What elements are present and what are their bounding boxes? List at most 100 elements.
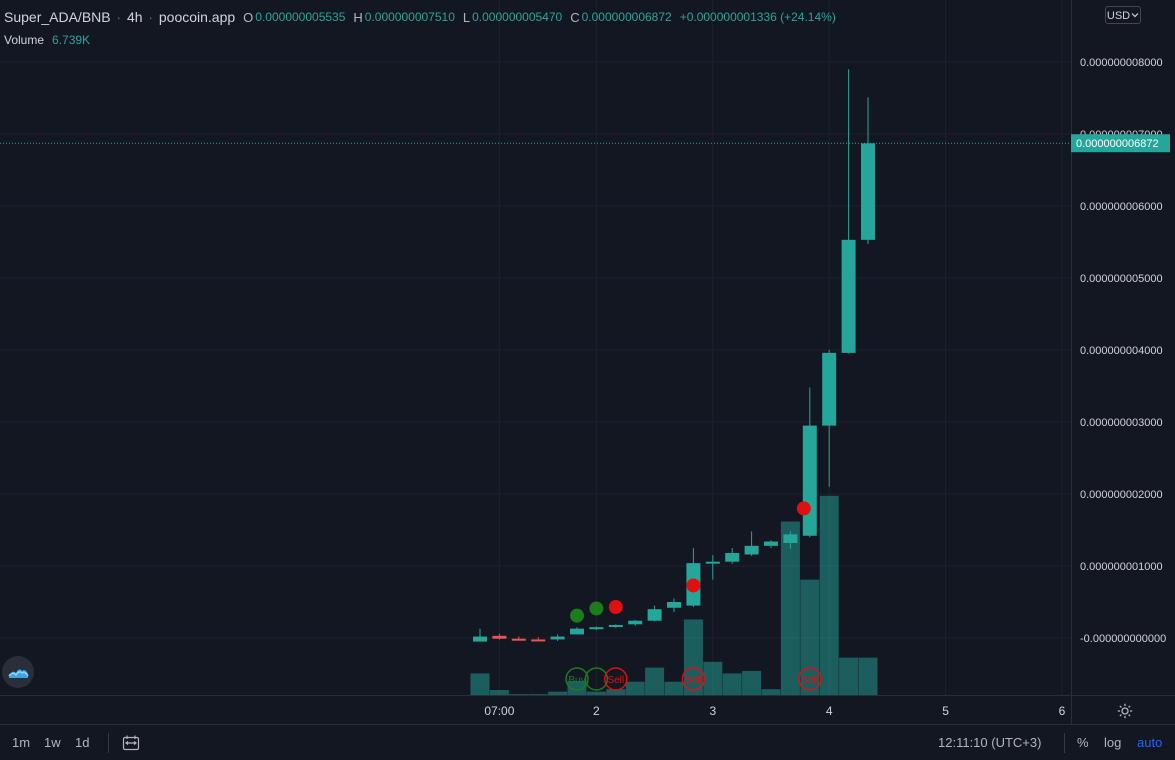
low-value: 0.000000005470 (472, 10, 563, 24)
buy-marker-label (584, 667, 609, 691)
candle (531, 637, 546, 642)
chevron-down-icon (1131, 13, 1139, 18)
timeframe-1m[interactable]: 1m (12, 735, 31, 750)
sell-label-text: Sell (685, 675, 702, 686)
high-value: 0.000000007510 (364, 10, 455, 24)
sell-label-text: Sell (607, 675, 624, 686)
open-value: 0.000000005535 (255, 10, 346, 24)
volume-bar (742, 670, 762, 695)
calendar-range-icon[interactable] (122, 735, 140, 751)
volume-bar (528, 694, 548, 695)
candle-body (511, 638, 526, 641)
price-tick-label: 0.000000002000 (1080, 489, 1163, 501)
candle (822, 350, 837, 487)
auto-toggle[interactable]: auto (1137, 735, 1163, 750)
candle-body (608, 625, 623, 628)
candle (511, 636, 526, 641)
timeframe-1w[interactable]: 1w (44, 735, 61, 750)
sell-marker (796, 501, 811, 516)
settings-icon[interactable] (1116, 702, 1134, 720)
candle (861, 97, 875, 245)
volume-bar (470, 673, 490, 695)
volume-bar (664, 681, 684, 695)
candle (492, 633, 507, 640)
volume-bar (567, 680, 587, 695)
clock: 12:11:10 (UTC+3) (938, 735, 1042, 750)
toolbar-divider (108, 733, 109, 753)
time-tick-label: 07:00 (484, 704, 514, 718)
candle-body (492, 635, 507, 639)
buy-marker (589, 601, 604, 616)
interval[interactable]: 4h (126, 9, 143, 25)
candle (550, 634, 565, 641)
chart-area[interactable]: Buy Sell Sell Sell 0.000000008000 0.000000007… (0, 0, 1175, 724)
volume-bar (509, 694, 529, 695)
high-label: H (353, 9, 363, 25)
price-tick-label: 0.000000003000 (1080, 417, 1163, 429)
volume-bar (839, 657, 859, 695)
volume-bar (625, 681, 645, 695)
legend: Super_ADA/BNB · 4h · poocoin.app O 0.000… (4, 9, 836, 25)
buy-label-circle (565, 667, 589, 691)
candle-body (570, 628, 584, 635)
candle (647, 605, 662, 622)
volume-label: Volume (4, 33, 45, 47)
sell-marker (608, 600, 623, 615)
price-tag-bg (1071, 134, 1170, 153)
sell-label-circle (681, 667, 706, 691)
time-tick-label: 2 (593, 704, 600, 718)
percent-toggle[interactable]: % (1077, 735, 1089, 750)
candle (705, 555, 720, 580)
sell-marker-label: Sell (604, 667, 628, 691)
symbol-name[interactable]: Super_ADA/BNB (4, 9, 111, 25)
time-tick-label: 6 (1059, 704, 1066, 718)
candle-body (473, 636, 487, 642)
candle (841, 69, 856, 354)
price-tick-label: 0.000000008000 (1080, 57, 1163, 69)
buy-marker (570, 608, 584, 623)
candle-body (589, 627, 604, 630)
buy-label-text: Buy (568, 675, 585, 686)
open-label: O (243, 9, 254, 25)
buy-marker-label: Buy (565, 667, 589, 691)
log-toggle[interactable]: log (1104, 735, 1122, 750)
candle (744, 531, 759, 556)
toolbar-divider (1064, 733, 1065, 753)
volume-bar (800, 579, 820, 695)
candle-body (628, 620, 643, 625)
volume-bar (819, 495, 839, 695)
timeframe-1d[interactable]: 1d (75, 735, 90, 750)
candle-body (647, 609, 662, 621)
candle-series (473, 69, 875, 642)
grid (0, 0, 1071, 695)
candle-body (705, 561, 720, 564)
time-axis-labels: 07:00 2 3 4 5 6 (484, 704, 1065, 718)
candle-body (802, 425, 817, 536)
sell-marker-label: Sell (798, 667, 822, 691)
volume-bar (780, 521, 800, 695)
candle (628, 620, 643, 626)
candle (473, 628, 487, 642)
price-tick-label: 0.000000004000 (1080, 345, 1163, 357)
candle (783, 531, 798, 549)
price-tick-label: -0.000000000000 (1080, 633, 1166, 645)
candle (686, 548, 701, 608)
candle-body (822, 352, 837, 426)
volume-bar (703, 661, 723, 695)
volume-series (470, 495, 878, 695)
candle (764, 540, 778, 548)
candle-body (550, 636, 565, 640)
source-name: poocoin.app (158, 9, 236, 25)
sell-label-text: Sell (801, 675, 818, 686)
price-tick-label: 0.000000006000 (1080, 201, 1163, 213)
volume-bar (645, 667, 665, 695)
candle-body (783, 534, 798, 543)
currency-button[interactable]: USD (1105, 6, 1141, 24)
candle (608, 624, 623, 628)
candle-body (531, 639, 546, 642)
logo-icon[interactable] (2, 656, 34, 688)
bottom-toolbar: 1m 1w 1d 12:11:10 (UTC+3) % log auto (0, 724, 1175, 760)
volume-bar (489, 690, 509, 695)
time-tick-label: 4 (826, 704, 833, 718)
logo-graphic (8, 669, 29, 678)
